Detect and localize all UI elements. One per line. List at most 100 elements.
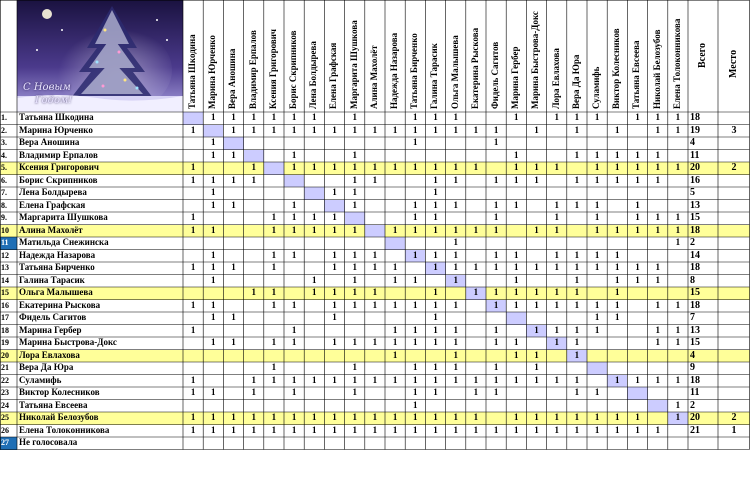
vote-cell	[223, 375, 243, 388]
column-header-voter-label: Суламифь	[591, 66, 602, 109]
vote-cell	[546, 349, 567, 362]
vote-cell: 1	[655, 212, 660, 222]
column-header-voter: Екатерина Рыскова	[466, 0, 486, 112]
vote-cell	[607, 200, 627, 213]
vote-cell	[466, 275, 486, 288]
vote-cell	[304, 200, 324, 213]
vote-cell	[304, 312, 324, 325]
vote-cell: 1	[675, 124, 681, 135]
vote-cell: 1	[352, 262, 357, 272]
vote-cell: 1	[493, 212, 499, 222]
row-place	[718, 200, 750, 213]
vote-cell	[647, 412, 668, 425]
vote-cell: 1	[627, 412, 648, 425]
vote-cell: 1	[291, 124, 297, 135]
vote-cell	[244, 200, 264, 213]
vote-cell	[627, 250, 647, 263]
vote-cell	[445, 287, 466, 300]
vote-cell: 1	[392, 262, 398, 272]
vote-cell	[567, 437, 587, 450]
vote-cell: 1	[190, 174, 196, 185]
vote-cell: 1	[574, 199, 580, 210]
vote-cell	[607, 112, 627, 125]
row-total: 15	[688, 287, 718, 300]
vote-cell	[506, 187, 526, 200]
row-participant-name: Ольга Малышева	[17, 287, 183, 300]
vote-cell: 1	[554, 374, 559, 385]
vote-cell: 1	[615, 274, 620, 285]
vote-cell	[587, 400, 607, 413]
self-vote-cell: 1	[526, 324, 547, 337]
vote-cell: 1	[526, 412, 547, 425]
vote-cell	[385, 112, 405, 125]
vote-cell: 1	[433, 374, 438, 385]
vote-cell: 1	[183, 224, 204, 237]
vote-cell: 1	[332, 337, 337, 347]
vote-cell	[243, 349, 264, 362]
vote-cell	[365, 212, 385, 225]
vote-cell: 1	[405, 224, 426, 237]
row-number: 12	[1, 250, 9, 260]
self-vote-cell	[223, 137, 244, 150]
vote-cell	[385, 387, 405, 400]
vote-cell	[547, 125, 567, 138]
vote-cell	[244, 337, 264, 350]
vote-cell	[284, 287, 305, 300]
vote-cell	[668, 175, 688, 188]
vote-cell: 1	[324, 162, 345, 175]
vote-cell: 1	[514, 174, 519, 185]
vote-cell: 1	[332, 424, 337, 435]
vote-cell	[506, 387, 526, 400]
vote-cell: 1	[352, 112, 357, 122]
row-number: 22	[1, 375, 9, 385]
row-total: 18	[690, 112, 700, 123]
row-participant-name: Виктор Колесников	[19, 387, 100, 397]
vote-cell: 1	[635, 212, 640, 222]
vote-cell: 1	[594, 262, 600, 272]
vote-cell: 1	[190, 212, 196, 222]
vote-cell	[547, 275, 567, 288]
vote-cell	[446, 312, 466, 325]
row-place: 3	[731, 124, 737, 136]
new-year-banner: С Новым Годом!	[17, 0, 183, 112]
vote-cell: 1	[433, 362, 438, 372]
vote-cell: 1	[675, 399, 681, 410]
vote-cell: 1	[433, 124, 438, 135]
vote-cell	[526, 250, 546, 263]
vote-cell: 1	[514, 262, 519, 272]
row-place	[718, 400, 750, 413]
vote-cell: 1	[271, 424, 277, 435]
vote-cell: 1	[263, 224, 284, 237]
vote-cell: 1	[324, 287, 345, 300]
vote-cell	[587, 287, 608, 300]
vote-cell	[385, 287, 406, 300]
vote-cell: 1	[574, 149, 580, 160]
vote-cell: 1	[291, 199, 297, 210]
column-header-voter: Лора Евлахова	[547, 0, 567, 112]
vote-cell: 1	[526, 162, 547, 175]
vote-cell: 1	[667, 162, 688, 175]
vote-cell: 1	[554, 249, 559, 260]
vote-cell: 1	[352, 274, 357, 285]
vote-cell: 1	[271, 362, 277, 372]
vote-cell	[425, 275, 445, 288]
vote-cell: 1	[372, 262, 378, 272]
row-participant-name: Вера Аношина	[19, 137, 80, 147]
vote-cell: 1	[433, 187, 438, 197]
vote-cell	[203, 349, 224, 362]
row-number: 24	[1, 400, 9, 410]
vote-cell	[365, 150, 385, 163]
vote-cell	[244, 437, 264, 450]
vote-cell	[365, 237, 385, 250]
vote-cell	[385, 175, 405, 188]
vote-cell: 1	[425, 162, 446, 175]
vote-cell	[446, 187, 466, 200]
vote-cell	[466, 312, 486, 325]
vote-cell	[324, 137, 344, 150]
row-participant-name: Елена Графская	[19, 199, 86, 210]
vote-cell: 1	[675, 324, 681, 335]
vote-cell: 1	[433, 212, 438, 222]
vote-cell: 1	[211, 112, 216, 122]
vote-cell: 1	[332, 262, 337, 272]
vote-cell: 1	[291, 249, 297, 260]
